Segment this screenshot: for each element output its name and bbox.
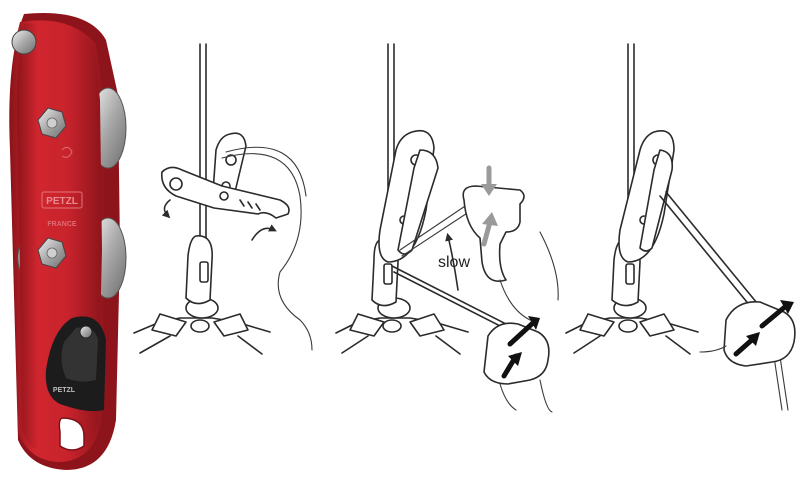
curved-arrow-icon [161, 199, 171, 219]
slow-label: slow [438, 254, 471, 271]
harness-buckle-left [349, 313, 385, 337]
harness-buckle-right [409, 313, 445, 337]
harness-buckle-right [213, 313, 249, 337]
hand-upper [462, 185, 525, 282]
harness-buckle-left [151, 313, 187, 337]
handle-brand: PETZL [53, 387, 76, 394]
curved-arrow-icon [445, 232, 459, 291]
straight-arrow-icon [481, 219, 493, 247]
descender-device-icon: PETZL FRANCE PETZL [9, 13, 127, 470]
curved-arrow-icon [251, 224, 277, 241]
panel-open-handle [133, 43, 313, 355]
carabiner-icon [185, 235, 213, 305]
panel-brake [565, 43, 796, 411]
country-engraving: FRANCE [47, 221, 76, 228]
handle-folded [639, 149, 674, 252]
panel-descend [335, 43, 559, 413]
rope-slack [221, 153, 313, 351]
straight-arrow-icon [507, 319, 537, 347]
straight-arrow-icon [759, 303, 789, 329]
harness-buckle-left [579, 313, 615, 337]
harness-buckle-right [639, 313, 675, 337]
brand-engraving: PETZL [46, 196, 78, 207]
